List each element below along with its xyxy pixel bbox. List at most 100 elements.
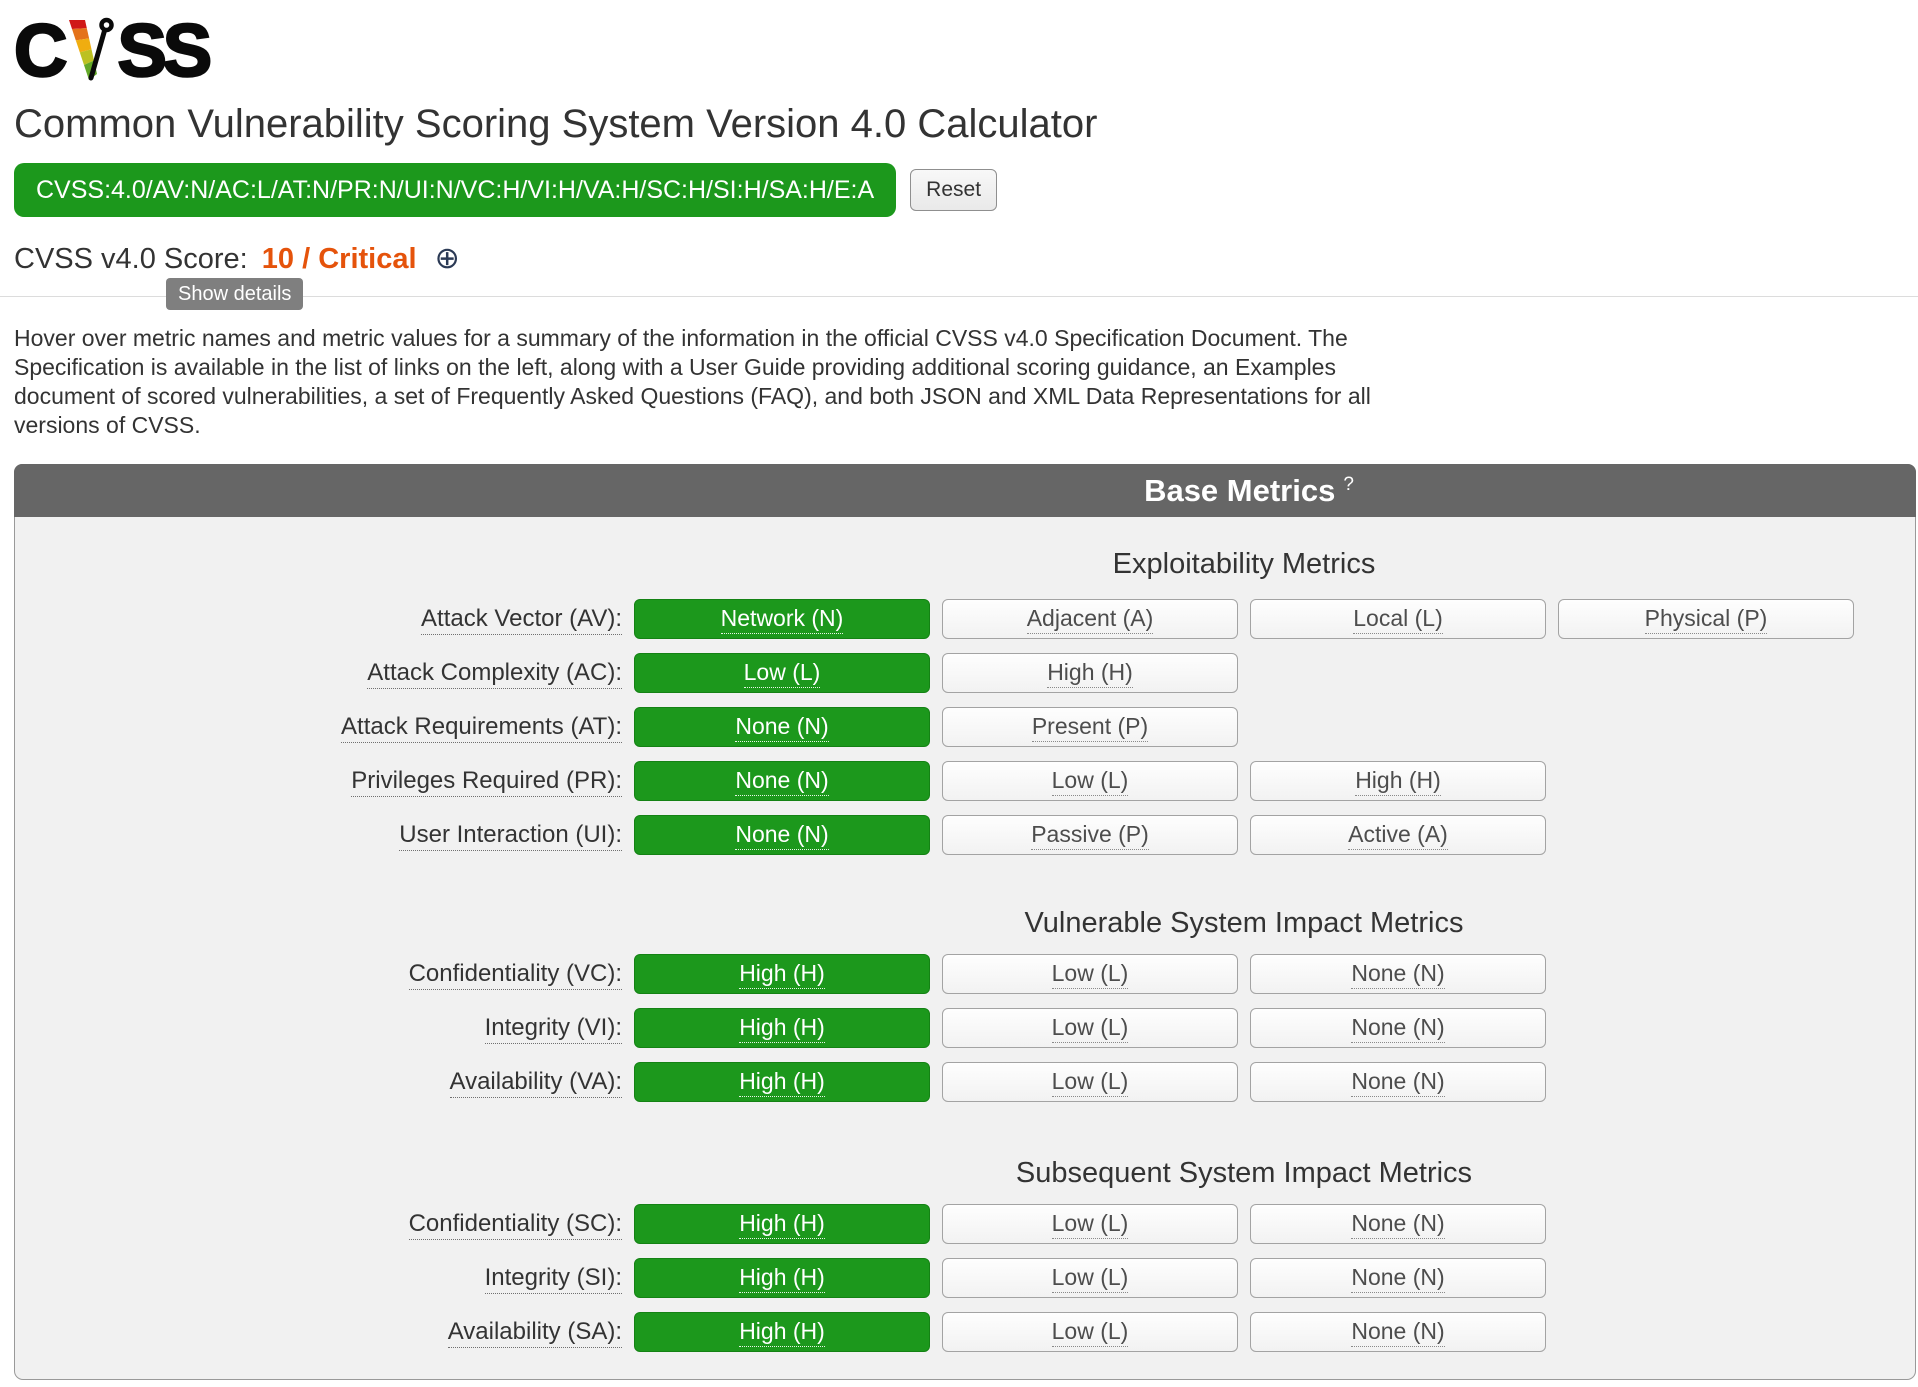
option-at-p[interactable]: Present (P): [942, 707, 1238, 747]
divider: [0, 296, 1918, 297]
metrics-section-vulnerable-system-impact: Vulnerable System Impact Metrics Confiden…: [15, 855, 1915, 1102]
option-label: Low (L): [743, 659, 821, 688]
option-label: Low (L): [1051, 1210, 1129, 1239]
option-label: Adjacent (A): [1026, 605, 1154, 634]
option-ac-h[interactable]: High (H): [942, 653, 1238, 693]
metric-label-si[interactable]: Integrity (SI):: [484, 1264, 622, 1294]
option-si-n[interactable]: None (N): [1250, 1258, 1546, 1298]
option-label: Low (L): [1051, 1068, 1129, 1097]
option-vi-n[interactable]: None (N): [1250, 1008, 1546, 1048]
option-sa-n[interactable]: None (N): [1250, 1312, 1546, 1352]
metric-row-label: User Interaction (UI):: [15, 821, 622, 851]
metric-row-label: Availability (SA):: [15, 1318, 622, 1348]
vector-row: CVSS:4.0/AV:N/AC:L/AT:N/PR:N/UI:N/VC:H/V…: [14, 163, 1915, 217]
metrics-sections: Exploitability Metrics Attack Vector (AV)…: [15, 517, 1915, 1352]
vector-string[interactable]: CVSS:4.0/AV:N/AC:L/AT:N/PR:N/UI:N/VC:H/V…: [14, 163, 897, 217]
cvss-gauge-v-icon: [69, 17, 115, 81]
metric-row-label: Attack Vector (AV):: [15, 605, 622, 635]
metric-row-label: Availability (VA):: [15, 1068, 622, 1098]
option-vc-h[interactable]: High (H): [634, 954, 930, 994]
option-label: None (N): [1351, 960, 1445, 989]
option-label: High (H): [739, 1264, 825, 1293]
metric-label-vc[interactable]: Confidentiality (VC):: [408, 960, 622, 990]
metric-row-label: Privileges Required (PR):: [15, 767, 622, 797]
metric-label-ac[interactable]: Attack Complexity (AC):: [367, 659, 622, 689]
option-label: Physical (P): [1644, 605, 1768, 634]
expand-details-icon[interactable]: ⊕: [434, 242, 460, 275]
option-ui-n[interactable]: None (N): [634, 815, 930, 855]
metric-row-label: Confidentiality (SC):: [15, 1210, 622, 1240]
option-ui-p[interactable]: Passive (P): [942, 815, 1238, 855]
option-av-l[interactable]: Local (L): [1250, 599, 1546, 639]
option-si-l[interactable]: Low (L): [942, 1258, 1238, 1298]
option-pr-l[interactable]: Low (L): [942, 761, 1238, 801]
option-at-n[interactable]: None (N): [634, 707, 930, 747]
option-label: Network (N): [720, 605, 844, 634]
option-vc-n[interactable]: None (N): [1250, 954, 1546, 994]
intro-line: Hover over metric names and metric value…: [14, 325, 1348, 351]
metric-label-sc[interactable]: Confidentiality (SC):: [408, 1210, 622, 1240]
metric-label-av[interactable]: Attack Vector (AV):: [421, 605, 622, 635]
option-label: Passive (P): [1031, 821, 1149, 850]
option-pr-n[interactable]: None (N): [634, 761, 930, 801]
metrics-grid: Vulnerable System Impact Metrics Confiden…: [15, 855, 1915, 1102]
option-va-n[interactable]: None (N): [1250, 1062, 1546, 1102]
base-metrics-header-bar: Base Metrics?: [14, 464, 1916, 517]
option-sc-l[interactable]: Low (L): [942, 1204, 1238, 1244]
score-row: CVSS v4.0 Score: 10 / Critical ⊕ Show de…: [14, 241, 1915, 310]
metric-row-label: Confidentiality (VC):: [15, 960, 622, 990]
metrics-section-exploitability: Exploitability Metrics Attack Vector (AV)…: [15, 517, 1915, 855]
metric-label-pr[interactable]: Privileges Required (PR):: [351, 767, 622, 797]
option-av-n[interactable]: Network (N): [634, 599, 930, 639]
option-label: Low (L): [1051, 960, 1129, 989]
option-label: High (H): [1355, 767, 1441, 796]
panel-title: Base Metrics: [1144, 473, 1336, 508]
metric-row-label: Integrity (SI):: [15, 1264, 622, 1294]
help-icon[interactable]: ?: [1343, 473, 1354, 495]
option-label: Low (L): [1051, 1264, 1129, 1293]
intro-line: versions of CVSS.: [14, 412, 201, 438]
metric-label-sa[interactable]: Availability (SA):: [447, 1318, 622, 1348]
metric-label-vi[interactable]: Integrity (VI):: [484, 1014, 622, 1044]
option-sc-n[interactable]: None (N): [1250, 1204, 1546, 1244]
option-label: None (N): [1351, 1318, 1445, 1347]
option-ui-a[interactable]: Active (A): [1250, 815, 1546, 855]
intro-line: Specification is available in the list o…: [14, 354, 1336, 380]
cvss-logo: C SS: [13, 9, 1915, 92]
option-label: Local (L): [1353, 605, 1443, 634]
base-metrics-title-wrap: Base Metrics?: [633, 464, 1865, 517]
option-av-a[interactable]: Adjacent (A): [942, 599, 1238, 639]
option-sa-l[interactable]: Low (L): [942, 1312, 1238, 1352]
metric-label-va[interactable]: Availability (VA):: [449, 1068, 622, 1098]
option-va-h[interactable]: High (H): [634, 1062, 930, 1102]
metric-row-label: Integrity (VI):: [15, 1014, 622, 1044]
option-ac-l[interactable]: Low (L): [634, 653, 930, 693]
option-vi-l[interactable]: Low (L): [942, 1008, 1238, 1048]
show-details-tooltip: Show details: [166, 278, 304, 310]
option-label: Low (L): [1051, 767, 1129, 796]
metrics-grid: Subsequent System Impact Metrics Confiden…: [15, 1102, 1915, 1352]
option-vi-h[interactable]: High (H): [634, 1008, 930, 1048]
option-label: Present (P): [1031, 713, 1149, 742]
option-si-h[interactable]: High (H): [634, 1258, 930, 1298]
option-label: None (N): [735, 821, 829, 850]
reset-button[interactable]: Reset: [910, 169, 998, 211]
option-sc-h[interactable]: High (H): [634, 1204, 930, 1244]
option-label: Low (L): [1051, 1318, 1129, 1347]
metric-row-label: Attack Requirements (AT):: [15, 713, 622, 743]
metrics-section-subsequent-system-impact: Subsequent System Impact Metrics Confiden…: [15, 1102, 1915, 1352]
option-va-l[interactable]: Low (L): [942, 1062, 1238, 1102]
page-title: Common Vulnerability Scoring System Vers…: [14, 102, 1098, 146]
section-heading-subsequent-system-impact: Subsequent System Impact Metrics: [1015, 1157, 1473, 1189]
logo-letters-ss: SS: [116, 9, 213, 92]
metric-label-at[interactable]: Attack Requirements (AT):: [341, 713, 622, 743]
option-label: None (N): [735, 713, 829, 742]
metric-label-ui[interactable]: User Interaction (UI):: [399, 821, 622, 851]
option-vc-l[interactable]: Low (L): [942, 954, 1238, 994]
option-pr-h[interactable]: High (H): [1250, 761, 1546, 801]
option-label: High (H): [739, 960, 825, 989]
option-sa-h[interactable]: High (H): [634, 1312, 930, 1352]
section-heading-vulnerable-system-impact: Vulnerable System Impact Metrics: [1024, 907, 1464, 939]
option-av-p[interactable]: Physical (P): [1558, 599, 1854, 639]
